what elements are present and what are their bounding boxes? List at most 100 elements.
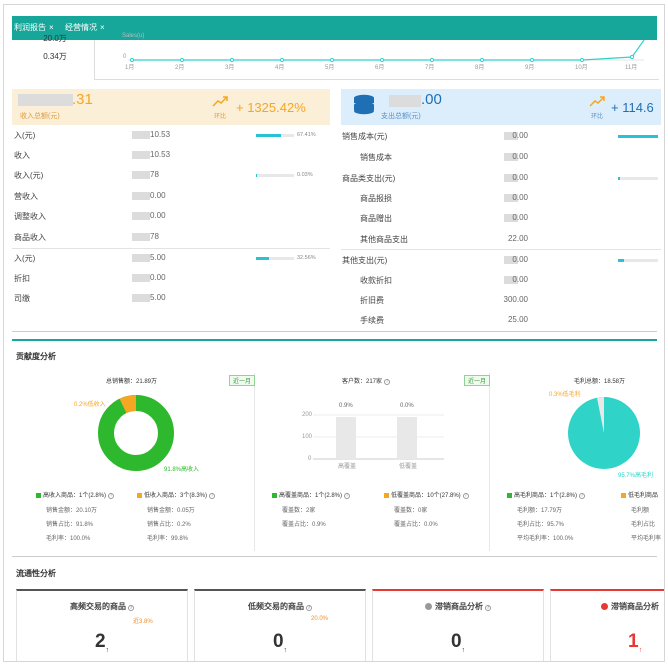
close-icon[interactable]: × — [49, 23, 54, 32]
month-tick: 1月 — [125, 65, 135, 71]
redacted-block — [18, 94, 73, 106]
metric: 覆盖占比：0.9% — [282, 522, 326, 528]
stat-value: 20.0万 — [43, 34, 67, 43]
card-count: 2↑ — [94, 631, 110, 654]
legend-high-gross: 高毛利商品：1个(2.8%)? — [507, 490, 586, 499]
bar-value-label: 0.9% — [339, 403, 353, 409]
card-low-freq[interactable]: 低频交易的商品? 20.0% 0↑ — [194, 589, 366, 661]
card-stagnant[interactable]: 滞销商品分析 1↑ — [550, 589, 664, 661]
close-icon[interactable]: × — [100, 23, 105, 32]
metric: 平均毛利率 — [631, 536, 662, 542]
row-label: 其他商品支出 — [360, 235, 408, 244]
redacted-block — [504, 132, 518, 140]
metric: 毛利率：99.8% — [147, 536, 189, 542]
info-icon: ? — [306, 605, 312, 611]
arrow-up-icon: ↑ — [283, 646, 288, 654]
metric: 平均毛利率：100.0% — [517, 536, 574, 542]
redacted-block — [132, 171, 150, 179]
info-icon: ? — [209, 493, 216, 499]
row-value: 10.53 — [150, 150, 171, 159]
flow-title: 流通性分析 — [16, 569, 56, 578]
row-value: 0.00 — [150, 191, 166, 200]
database-icon — [354, 94, 374, 115]
redacted-block — [132, 151, 150, 159]
info-icon: ? — [462, 493, 469, 499]
metric: 毛利额：17.79万 — [517, 508, 563, 514]
row-percent: 67.41% — [297, 132, 316, 138]
row-value: 0.00 — [512, 213, 528, 222]
legend-high-income: 高收入商品：1个(2.8%)? — [36, 490, 115, 499]
row-label: 商品收入 — [14, 233, 46, 242]
row-label: 入(元) — [14, 254, 36, 263]
month-tick: 3月 — [225, 65, 235, 71]
customer-count: 客户数：217家? — [342, 379, 391, 385]
metric: 销售占比：0.2% — [147, 522, 191, 528]
axis-tick: 100 — [302, 434, 313, 440]
row-value: 300.00 — [503, 295, 528, 304]
redacted-block — [132, 212, 150, 220]
redacted-block — [504, 153, 518, 161]
axis-label: Sales(u) — [122, 33, 145, 39]
row-label: 收入(元) — [14, 171, 44, 180]
divider — [12, 248, 330, 249]
row-value: 78 — [150, 232, 159, 241]
recent-month-tag[interactable]: 近一月 — [464, 375, 491, 386]
card-count: 1↑ — [628, 631, 643, 654]
redacted-block — [132, 233, 150, 241]
axis-tick: 0 — [308, 456, 312, 462]
progress-bar — [256, 174, 294, 177]
income-label: 收入总额(元) — [20, 113, 60, 120]
month-tick: 5月 — [325, 65, 335, 71]
metric: 覆盖数：0家 — [394, 508, 428, 514]
axis-tick: 200 — [302, 412, 313, 418]
row-label: 收款折扣 — [360, 276, 392, 285]
recent-month-tag[interactable]: 近一月 — [229, 375, 256, 386]
trend-up-icon — [589, 96, 605, 107]
card-title: 低频交易的商品? — [248, 602, 312, 611]
row-value: 0.00 — [512, 131, 528, 140]
row-label: 收入 — [14, 151, 30, 160]
arrow-up-icon: ↑ — [638, 646, 643, 654]
month-tick: 4月 — [275, 65, 285, 71]
card-title: 高频交易的商品? — [70, 602, 134, 611]
section-rule — [12, 339, 657, 341]
card-title: 滞销商品分析? — [373, 601, 543, 612]
divider — [12, 556, 657, 557]
income-trend: + 1325.42% — [236, 100, 306, 115]
card-high-freq[interactable]: 高频交易的商品? 近3.8% 2↑ — [16, 589, 188, 661]
row-label: 营收入 — [14, 192, 38, 201]
row-label: 折扣 — [14, 274, 30, 283]
income-total: .31 — [72, 91, 93, 108]
row-label: 折旧费 — [360, 296, 384, 305]
info-icon: ? — [384, 379, 391, 385]
redacted-block — [504, 194, 518, 202]
contribution-title: 贡献度分析 — [16, 352, 56, 361]
row-value: 25.00 — [507, 315, 528, 324]
tab-operation[interactable]: 经营情况 × — [65, 23, 105, 32]
month-tick: 6月 — [375, 65, 385, 71]
divider — [12, 331, 657, 332]
redacted-block — [504, 276, 518, 284]
trend-label: 环比 — [591, 114, 604, 120]
row-label: 其他支出(元) — [342, 256, 388, 265]
arrow-up-icon: ↑ — [461, 646, 466, 654]
card-slow-moving[interactable]: 滞销商品分析? 0↑ — [372, 589, 544, 661]
month-tick: 8月 — [475, 65, 485, 71]
redacted-block — [132, 254, 150, 262]
expense-total: .00 — [421, 91, 442, 108]
bar-category: 高覆盖 — [338, 464, 357, 470]
metric: 毛利额 — [631, 508, 650, 514]
divider — [94, 40, 95, 80]
expense-label: 支出总额(元) — [381, 113, 421, 120]
top-left-stats: 20.0万 0.34万 — [12, 34, 90, 82]
progress-bar — [618, 177, 658, 180]
metric: 毛利占比 — [631, 522, 656, 528]
sales-donut-chart — [98, 395, 174, 471]
progress-bar — [618, 135, 658, 138]
divider — [94, 79, 659, 80]
tab-bar: 利润报告 × 经营情况 × — [12, 16, 657, 40]
tab-profit-report[interactable]: 利润报告 × — [14, 23, 54, 32]
redacted-block — [504, 256, 518, 264]
row-label: 入(元) — [14, 131, 36, 140]
metric: 销售金额：0.05万 — [147, 508, 195, 514]
